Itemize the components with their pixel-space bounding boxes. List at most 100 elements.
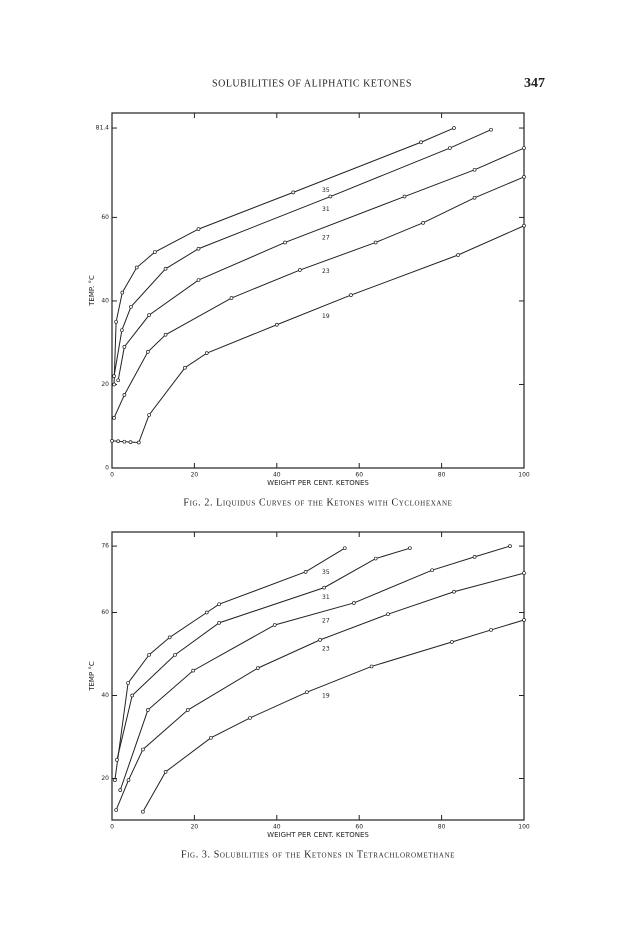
curve <box>115 572 525 811</box>
data-point <box>291 190 296 195</box>
data-point <box>472 167 477 172</box>
x-tick-label: 40 <box>273 824 281 831</box>
y-tick-label: 40 <box>101 692 109 699</box>
data-point <box>369 664 374 669</box>
curve <box>113 176 525 419</box>
curve <box>114 547 346 781</box>
curve <box>142 619 525 812</box>
data-point <box>122 345 127 349</box>
data-point <box>120 290 125 295</box>
data-point <box>328 194 333 199</box>
x-tick-label: 100 <box>518 472 530 479</box>
data-point <box>114 808 118 812</box>
data-point <box>167 635 172 640</box>
data-point <box>191 668 196 673</box>
curve-label: 31 <box>322 594 330 601</box>
data-point <box>447 146 452 150</box>
data-point <box>421 220 425 225</box>
curve-label: 35 <box>322 569 330 576</box>
data-point <box>116 439 121 444</box>
curve <box>117 147 525 381</box>
data-point <box>163 266 168 271</box>
data-point <box>522 146 526 150</box>
data-point <box>136 440 141 445</box>
data-point <box>112 382 116 387</box>
data-point <box>163 770 168 774</box>
x-tick-label: 60 <box>355 824 363 831</box>
y-tick-label: 40 <box>101 297 109 304</box>
data-point <box>408 546 412 551</box>
x-tick-label: 80 <box>438 824 446 831</box>
data-point <box>322 585 327 590</box>
data-point <box>152 250 157 254</box>
curve-label: 19 <box>322 313 330 320</box>
plot-frame <box>111 112 525 469</box>
data-point <box>147 652 151 657</box>
curve <box>113 129 492 377</box>
data-point <box>248 716 252 720</box>
x-tick-label: 20 <box>191 824 199 831</box>
data-point <box>283 240 287 245</box>
data-point <box>342 546 347 551</box>
curve <box>111 225 525 444</box>
plot-frame <box>111 531 525 821</box>
data-point <box>126 778 131 783</box>
data-point <box>112 416 116 420</box>
y-tick-label: 60 <box>101 214 109 221</box>
curve-label: 23 <box>322 268 330 275</box>
data-point <box>115 757 119 762</box>
curve <box>116 547 411 760</box>
data-point <box>522 175 526 179</box>
data-point <box>430 568 434 573</box>
data-point <box>120 328 124 333</box>
data-point <box>145 708 150 712</box>
data-point <box>183 365 187 370</box>
data-point <box>318 638 322 642</box>
data-point <box>196 227 201 231</box>
data-point <box>522 223 526 228</box>
data-point <box>298 268 302 272</box>
data-point <box>419 140 423 145</box>
y-tick-label: 60 <box>101 609 109 616</box>
data-point <box>173 652 177 657</box>
data-point <box>386 612 390 617</box>
data-point <box>204 610 209 615</box>
x-tick-label: 80 <box>438 472 446 479</box>
data-point <box>122 439 127 444</box>
data-point <box>141 747 145 752</box>
data-point <box>163 332 168 337</box>
y-tick-label: 20 <box>101 381 109 388</box>
data-point <box>122 393 127 397</box>
data-point <box>147 313 151 317</box>
page-number: 347 <box>524 76 545 91</box>
y-tick-label: 81.4 <box>96 125 110 132</box>
curve <box>113 127 455 385</box>
curve-label: 31 <box>322 206 330 213</box>
data-point <box>450 640 454 644</box>
data-point <box>134 265 139 270</box>
data-point <box>373 240 378 245</box>
curve-label: 27 <box>322 617 330 624</box>
data-point <box>452 589 456 594</box>
data-point <box>452 126 456 130</box>
figure-caption: Fig. 2. Liquidus Curves of the Ketones w… <box>183 497 452 508</box>
data-point <box>196 246 201 251</box>
x-tick-label: 20 <box>191 472 199 479</box>
data-point <box>129 304 133 309</box>
y-axis-label: TEMP °C <box>88 661 96 692</box>
x-tick-label: 100 <box>518 824 530 831</box>
data-point <box>114 319 118 324</box>
y-axis-label: TEMP. °C <box>88 275 96 307</box>
data-point <box>351 601 356 605</box>
data-point <box>272 623 277 627</box>
data-point <box>508 544 512 548</box>
data-point <box>489 628 493 632</box>
data-point <box>274 322 279 327</box>
data-point <box>522 618 526 622</box>
curve-label: 35 <box>322 187 330 194</box>
data-point <box>373 556 378 561</box>
data-point <box>209 735 213 740</box>
data-point <box>130 693 135 698</box>
data-point <box>472 555 477 559</box>
